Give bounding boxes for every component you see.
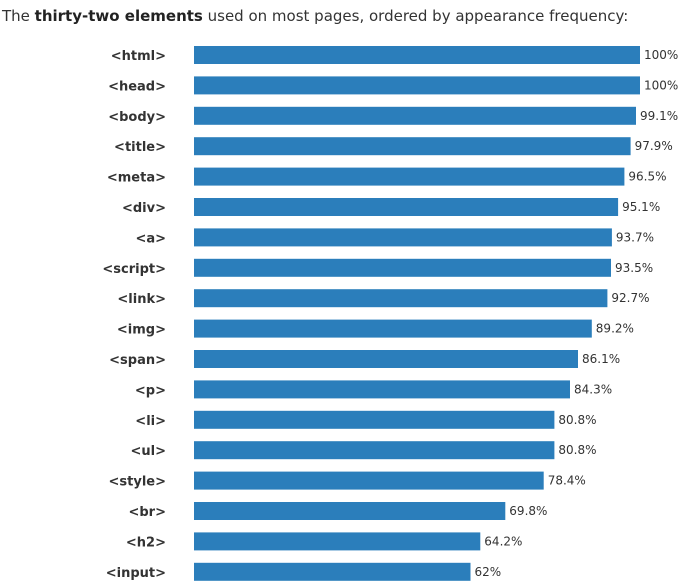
bar <box>194 441 555 460</box>
bar <box>194 471 544 490</box>
category-label: <span> <box>109 353 166 368</box>
category-label: <div> <box>122 201 166 216</box>
value-label: 80.8% <box>558 413 596 427</box>
category-label: <script> <box>102 262 166 277</box>
category-label: <html> <box>111 49 166 64</box>
value-label: 80.8% <box>558 443 596 457</box>
bar <box>194 167 625 186</box>
value-label: 93.7% <box>616 230 654 244</box>
value-label: 99.1% <box>640 109 678 123</box>
bar <box>194 319 592 338</box>
value-label: 69.8% <box>509 504 547 518</box>
intro-suffix: used on most pages, ordered by appearanc… <box>202 7 629 25</box>
value-label: 95.1% <box>622 200 660 214</box>
category-label: <meta> <box>107 171 166 186</box>
category-label: <h2> <box>126 535 166 550</box>
value-label: 92.7% <box>611 291 649 305</box>
value-label: 64.2% <box>484 534 522 548</box>
category-label: <ul> <box>131 444 167 459</box>
bar <box>194 106 636 125</box>
value-label: 100% <box>644 78 678 92</box>
value-label: 62% <box>475 565 502 579</box>
bar <box>194 289 608 308</box>
bar <box>194 410 555 429</box>
bar <box>194 258 611 277</box>
bar <box>194 562 471 581</box>
category-label: <body> <box>108 110 166 125</box>
category-label: <img> <box>117 323 166 338</box>
value-label: 84.3% <box>574 382 612 396</box>
value-label: 100% <box>644 48 678 62</box>
category-label: <link> <box>117 292 166 307</box>
value-label: 78.4% <box>548 474 586 488</box>
bar <box>194 228 612 247</box>
bar <box>194 350 578 368</box>
category-label: <li> <box>135 414 166 429</box>
bar <box>194 198 619 216</box>
value-label: 89.2% <box>596 322 634 336</box>
intro-bold: thirty-two elements <box>34 7 203 25</box>
value-label: 96.5% <box>628 170 666 184</box>
chart-intro-text: The thirty-two elements used on most pag… <box>2 6 628 26</box>
category-label: <br> <box>128 505 166 520</box>
bar <box>194 76 640 95</box>
category-label: <style> <box>109 475 166 490</box>
bar <box>194 137 631 156</box>
category-label: <input> <box>106 566 166 581</box>
bar <box>194 502 506 520</box>
category-label: <head> <box>108 79 166 94</box>
category-label: <p> <box>135 383 166 398</box>
category-label: <title> <box>114 140 166 155</box>
value-label: 97.9% <box>635 139 673 153</box>
intro-prefix: The <box>2 7 35 25</box>
bar <box>194 46 640 64</box>
category-label: <a> <box>135 231 166 246</box>
bar <box>194 380 570 399</box>
value-label: 93.5% <box>615 261 653 275</box>
value-label: 86.1% <box>582 352 620 366</box>
bar <box>194 532 481 551</box>
